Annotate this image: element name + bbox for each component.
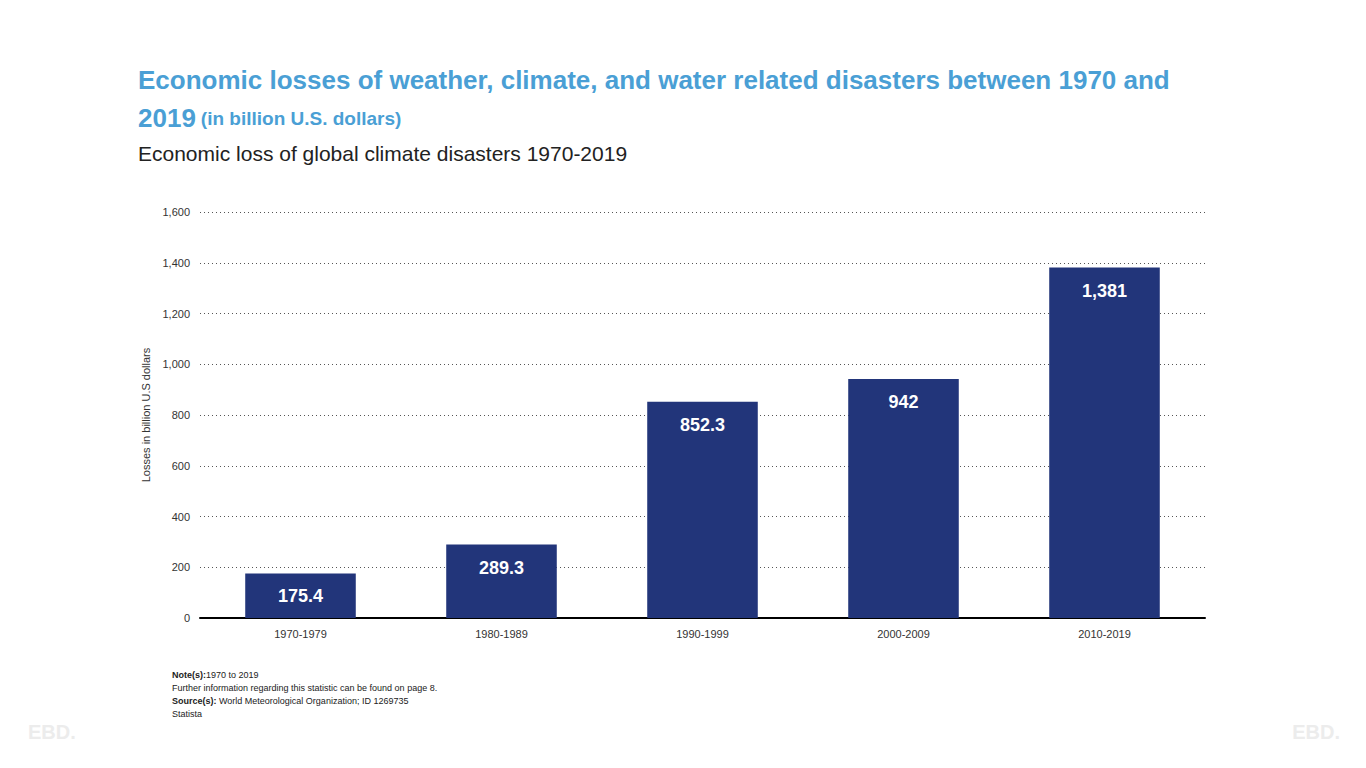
svg-text:400: 400: [172, 511, 190, 523]
svg-text:175.4: 175.4: [278, 586, 323, 606]
svg-text:(in billion U.S. dollars): (in billion U.S. dollars): [201, 108, 402, 129]
svg-text:Note(s):: Note(s):: [172, 670, 206, 680]
svg-text:Further information regarding: Further information regarding this stati…: [172, 683, 437, 693]
svg-text:EBD.: EBD.: [28, 721, 76, 743]
svg-text:Losses in billion U.S dollars: Losses in billion U.S dollars: [140, 347, 152, 482]
svg-text:1,200: 1,200: [162, 308, 190, 320]
svg-text:Economic losses of weather, cl: Economic losses of weather, climate, and…: [138, 65, 1170, 95]
svg-text:800: 800: [172, 409, 190, 421]
svg-text:Statista: Statista: [172, 709, 202, 719]
svg-text:1980-1989: 1980-1989: [475, 628, 528, 640]
svg-text:942: 942: [888, 392, 918, 412]
svg-text:1,600: 1,600: [162, 206, 190, 218]
svg-text:World Meteorological Organizat: World Meteorological Organization; ID 12…: [217, 696, 409, 706]
svg-text:2000-2009: 2000-2009: [877, 628, 930, 640]
svg-text:1,381: 1,381: [1082, 281, 1127, 301]
svg-text:1990-1999: 1990-1999: [676, 628, 729, 640]
svg-text:289.3: 289.3: [479, 558, 524, 578]
svg-text:1970 to 2019: 1970 to 2019: [206, 670, 259, 680]
svg-text:600: 600: [172, 460, 190, 472]
svg-text:1,000: 1,000: [162, 358, 190, 370]
svg-text:0: 0: [184, 612, 190, 624]
svg-text:1,400: 1,400: [162, 257, 190, 269]
svg-text:2010-2019: 2010-2019: [1078, 628, 1131, 640]
svg-text:2019: 2019: [138, 103, 196, 133]
svg-text:852.3: 852.3: [680, 415, 725, 435]
svg-text:Economic loss of global climat: Economic loss of global climate disaster…: [138, 142, 627, 165]
svg-text:1970-1979: 1970-1979: [274, 628, 327, 640]
svg-text:EBD.: EBD.: [1292, 721, 1340, 743]
svg-text:200: 200: [172, 561, 190, 573]
svg-text:Source(s):: Source(s):: [172, 696, 217, 706]
